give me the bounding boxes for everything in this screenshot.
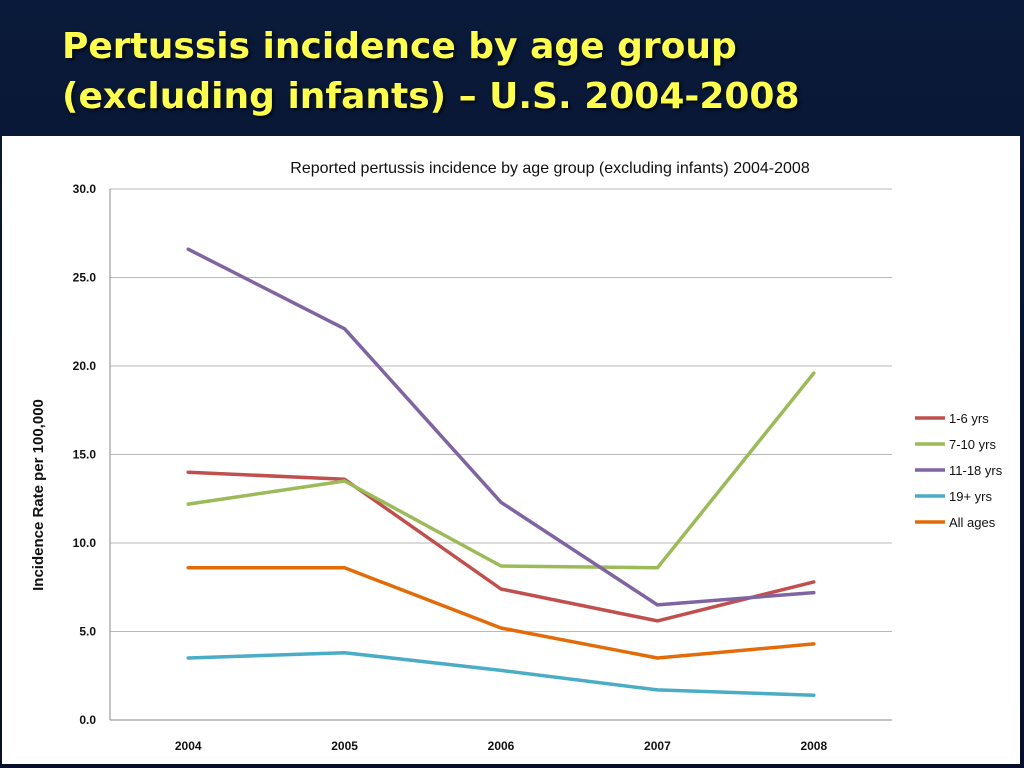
legend: 1-6 yrs 7-10 yrs 11-18 yrs 19+ yrs All ages <box>915 411 1003 530</box>
y-tick-label: 0.0 <box>79 713 96 727</box>
y-tick-label: 5.0 <box>79 625 96 639</box>
y-tick-label: 15.0 <box>73 448 97 462</box>
slide-title: Pertussis incidence by age group (exclud… <box>62 22 1002 122</box>
x-tick-label: 2007 <box>644 739 671 753</box>
legend-label: All ages <box>949 515 996 530</box>
line-chart: Reported pertussis incidence by age grou… <box>30 160 1003 753</box>
y-tick-label: 30.0 <box>73 182 97 196</box>
x-tick-label: 2006 <box>488 739 515 753</box>
legend-label: 7-10 yrs <box>949 437 996 452</box>
series-line-11-18-yrs <box>186 247 816 607</box>
legend-label: 1-6 yrs <box>949 411 989 426</box>
x-tick-label: 2004 <box>175 739 202 753</box>
series-line-19-yrs <box>186 650 816 697</box>
series-line-all-ages <box>186 566 816 660</box>
x-tick-label: 2008 <box>800 739 827 753</box>
y-tick-labels: 0.0 5.0 10.0 15.0 20.0 25.0 30.0 <box>73 182 97 727</box>
legend-label: 11-18 yrs <box>949 463 1003 478</box>
y-tick-label: 25.0 <box>73 271 97 285</box>
x-tick-label: 2005 <box>331 739 358 753</box>
y-tick-label: 10.0 <box>73 536 97 550</box>
chart-panel: Reported pertussis incidence by age grou… <box>2 136 1020 764</box>
series-layer <box>186 247 816 697</box>
series-line-7-10-yrs <box>186 371 816 570</box>
y-tick-label: 20.0 <box>73 359 97 373</box>
x-tick-labels: 2004 2005 2006 2007 2008 <box>175 739 828 753</box>
y-axis-label: Incidence Rate per 100,000 <box>30 399 47 591</box>
legend-label: 19+ yrs <box>949 489 992 504</box>
slide-title-line2: (excluding infants) – U.S. 2004-2008 <box>62 76 800 117</box>
series-line-1-6-yrs <box>186 470 816 623</box>
chart-title: Reported pertussis incidence by age grou… <box>290 160 810 177</box>
slide-title-line1: Pertussis incidence by age group <box>62 26 737 67</box>
